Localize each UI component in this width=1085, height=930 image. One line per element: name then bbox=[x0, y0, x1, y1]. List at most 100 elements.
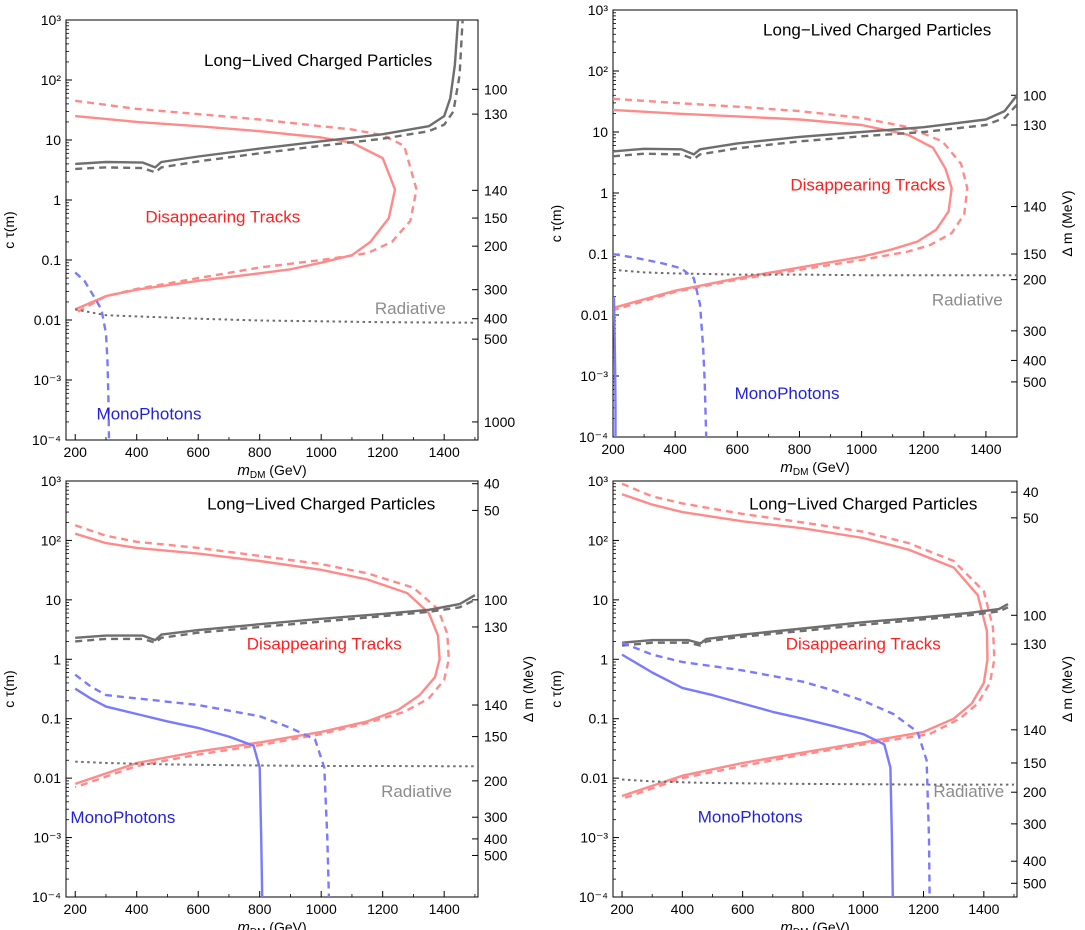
plot-frame bbox=[65, 480, 479, 898]
y-tick-label: 1 bbox=[600, 651, 608, 667]
y2-tick-label: 130 bbox=[1023, 117, 1047, 133]
y2-tick-label: 150 bbox=[1023, 246, 1047, 262]
y-tick-label: 10² bbox=[41, 532, 62, 548]
y-tick-label: 0.01 bbox=[581, 307, 608, 323]
series-line-7-dashed bbox=[621, 641, 931, 897]
y2-tick-label: 400 bbox=[484, 311, 508, 327]
y-tick-label: 0.01 bbox=[34, 312, 61, 328]
x-tick-label: 1400 bbox=[970, 441, 1001, 457]
y2-tick-label: 1000 bbox=[484, 414, 515, 430]
y-tick-label: 10⁻⁴ bbox=[579, 429, 608, 445]
y2-tick-label: 500 bbox=[1023, 875, 1047, 891]
series-line-7-solid bbox=[613, 296, 617, 437]
series-line-4-dashed bbox=[621, 606, 1009, 647]
y2-tick-label: 200 bbox=[1023, 784, 1047, 800]
y-tick-label: 10⁻³ bbox=[33, 830, 61, 846]
y-tick-label: 10⁻⁴ bbox=[579, 889, 608, 905]
annotation-2: Disappearing Tracks bbox=[247, 635, 402, 654]
y2-tick-label: 140 bbox=[1023, 722, 1047, 738]
annotation-3: Radiative bbox=[933, 782, 1004, 801]
y-tick-label: 1 bbox=[600, 185, 608, 201]
series-line-1-solid bbox=[613, 108, 953, 310]
y-tick-label: 10⁻⁴ bbox=[32, 889, 61, 905]
y-axis-title: c τ(m) bbox=[548, 670, 564, 707]
y-tick-label: 10³ bbox=[588, 473, 609, 489]
y2-tick-label: 40 bbox=[484, 476, 500, 492]
x-tick-label: 1000 bbox=[846, 441, 877, 457]
series-line-6-solid bbox=[621, 653, 894, 897]
annotation-4: MonoPhotons bbox=[97, 404, 202, 423]
chart-panel-2: 10⁻⁴ 10⁻³ 0.01 0.1 1 10 10² 10³ 200 400 600 800 1000… bbox=[548, 2, 1075, 478]
y2-tick-label: 100 bbox=[1023, 607, 1047, 623]
y-tick-label: 0.01 bbox=[581, 770, 608, 786]
series-line-5-dotted bbox=[621, 778, 1014, 786]
x-tick-label: 1200 bbox=[908, 901, 939, 917]
y-tick-label: 10⁻⁴ bbox=[32, 432, 61, 448]
y2-tick-label: 150 bbox=[484, 729, 508, 745]
x-tick-label: 1200 bbox=[367, 444, 398, 460]
series-line-3-solid bbox=[621, 603, 1009, 645]
y2-axis-title: Δ m (MeV) bbox=[520, 656, 536, 722]
y2-tick-label: 200 bbox=[484, 773, 508, 789]
annotation-4: MonoPhotons bbox=[698, 807, 803, 826]
y2-tick-label: 140 bbox=[484, 182, 508, 198]
y2-tick-label: 500 bbox=[484, 331, 508, 347]
y-tick-label: 0.1 bbox=[589, 711, 609, 727]
x-tick-label: 1000 bbox=[306, 901, 337, 917]
x-tick-label: 800 bbox=[248, 444, 272, 460]
annotation-3: Radiative bbox=[381, 782, 452, 801]
annotation-3: Radiative bbox=[932, 291, 1003, 310]
x-axis-title: mDM (GeV) bbox=[237, 919, 306, 930]
annotation-2: Disappearing Tracks bbox=[786, 635, 941, 654]
y2-tick-label: 130 bbox=[484, 106, 508, 122]
y-axis-title: c τ(m) bbox=[1, 211, 17, 248]
x-tick-label: 600 bbox=[726, 441, 750, 457]
y-tick-label: 10² bbox=[588, 532, 609, 548]
x-tick-label: 600 bbox=[187, 901, 211, 917]
series-line-5-dotted bbox=[613, 268, 1017, 277]
plot-frame bbox=[612, 480, 1018, 898]
x-tick-label: 400 bbox=[663, 441, 687, 457]
x-tick-label: 1000 bbox=[306, 444, 337, 460]
series-line-1-solid bbox=[74, 114, 397, 311]
annotation-2: Disappearing Tracks bbox=[145, 208, 300, 227]
y2-tick-label: 140 bbox=[484, 697, 508, 713]
x-tick-label: 200 bbox=[64, 901, 88, 917]
y-tick-label: 10² bbox=[41, 72, 62, 88]
y-tick-label: 0.01 bbox=[34, 770, 61, 786]
y-tick-label: 0.1 bbox=[589, 246, 609, 262]
plot-frame bbox=[612, 9, 1018, 438]
y-tick-label: 10⁻³ bbox=[33, 372, 61, 388]
y2-tick-label: 130 bbox=[484, 619, 508, 635]
y2-tick-label: 300 bbox=[1023, 323, 1047, 339]
annotation-1: Long−Lived Charged Particles bbox=[763, 21, 991, 40]
x-tick-label: 600 bbox=[731, 901, 755, 917]
series-line-3-solid bbox=[75, 20, 460, 169]
y2-tick-label: 500 bbox=[484, 847, 508, 863]
y2-tick-label: 50 bbox=[484, 502, 500, 518]
x-tick-label: 1000 bbox=[848, 901, 879, 917]
annotation-1: Long−Lived Charged Particles bbox=[749, 495, 977, 514]
x-tick-label: 1400 bbox=[968, 901, 999, 917]
series-line-1-solid bbox=[621, 493, 989, 798]
series-line-7-dashed bbox=[74, 673, 331, 897]
chart-panel-1: 10⁻⁴ 10⁻³ 0.01 0.1 1 10 10² 10³ 200 400 600 800 1000… bbox=[1, 12, 515, 481]
chart-panel-4: 10⁻⁴ 10⁻³ 0.01 0.1 1 10 10² 10³ 200 400 600 800 1000… bbox=[548, 473, 1075, 930]
x-tick-label: 200 bbox=[601, 441, 625, 457]
series-line-2-dashed bbox=[613, 97, 969, 312]
y2-axis-title: Δ m (MeV) bbox=[1059, 190, 1075, 256]
series-line-6-dashed bbox=[613, 252, 708, 437]
y-tick-label: 10 bbox=[592, 124, 608, 140]
x-tick-label: 1200 bbox=[367, 901, 398, 917]
y-tick-label: 10 bbox=[45, 132, 61, 148]
x-axis-title: mDM (GeV) bbox=[237, 462, 306, 481]
y2-tick-label: 100 bbox=[1023, 87, 1047, 103]
annotation-1: Long−Lived Charged Particles bbox=[207, 495, 435, 514]
series-line-2-dashed bbox=[621, 482, 996, 800]
annotation-3: Radiative bbox=[375, 299, 446, 318]
annotation-4: MonoPhotons bbox=[735, 384, 840, 403]
y2-tick-label: 200 bbox=[484, 238, 508, 254]
x-axis-title: mDM (GeV) bbox=[780, 459, 849, 478]
x-tick-label: 200 bbox=[610, 901, 634, 917]
